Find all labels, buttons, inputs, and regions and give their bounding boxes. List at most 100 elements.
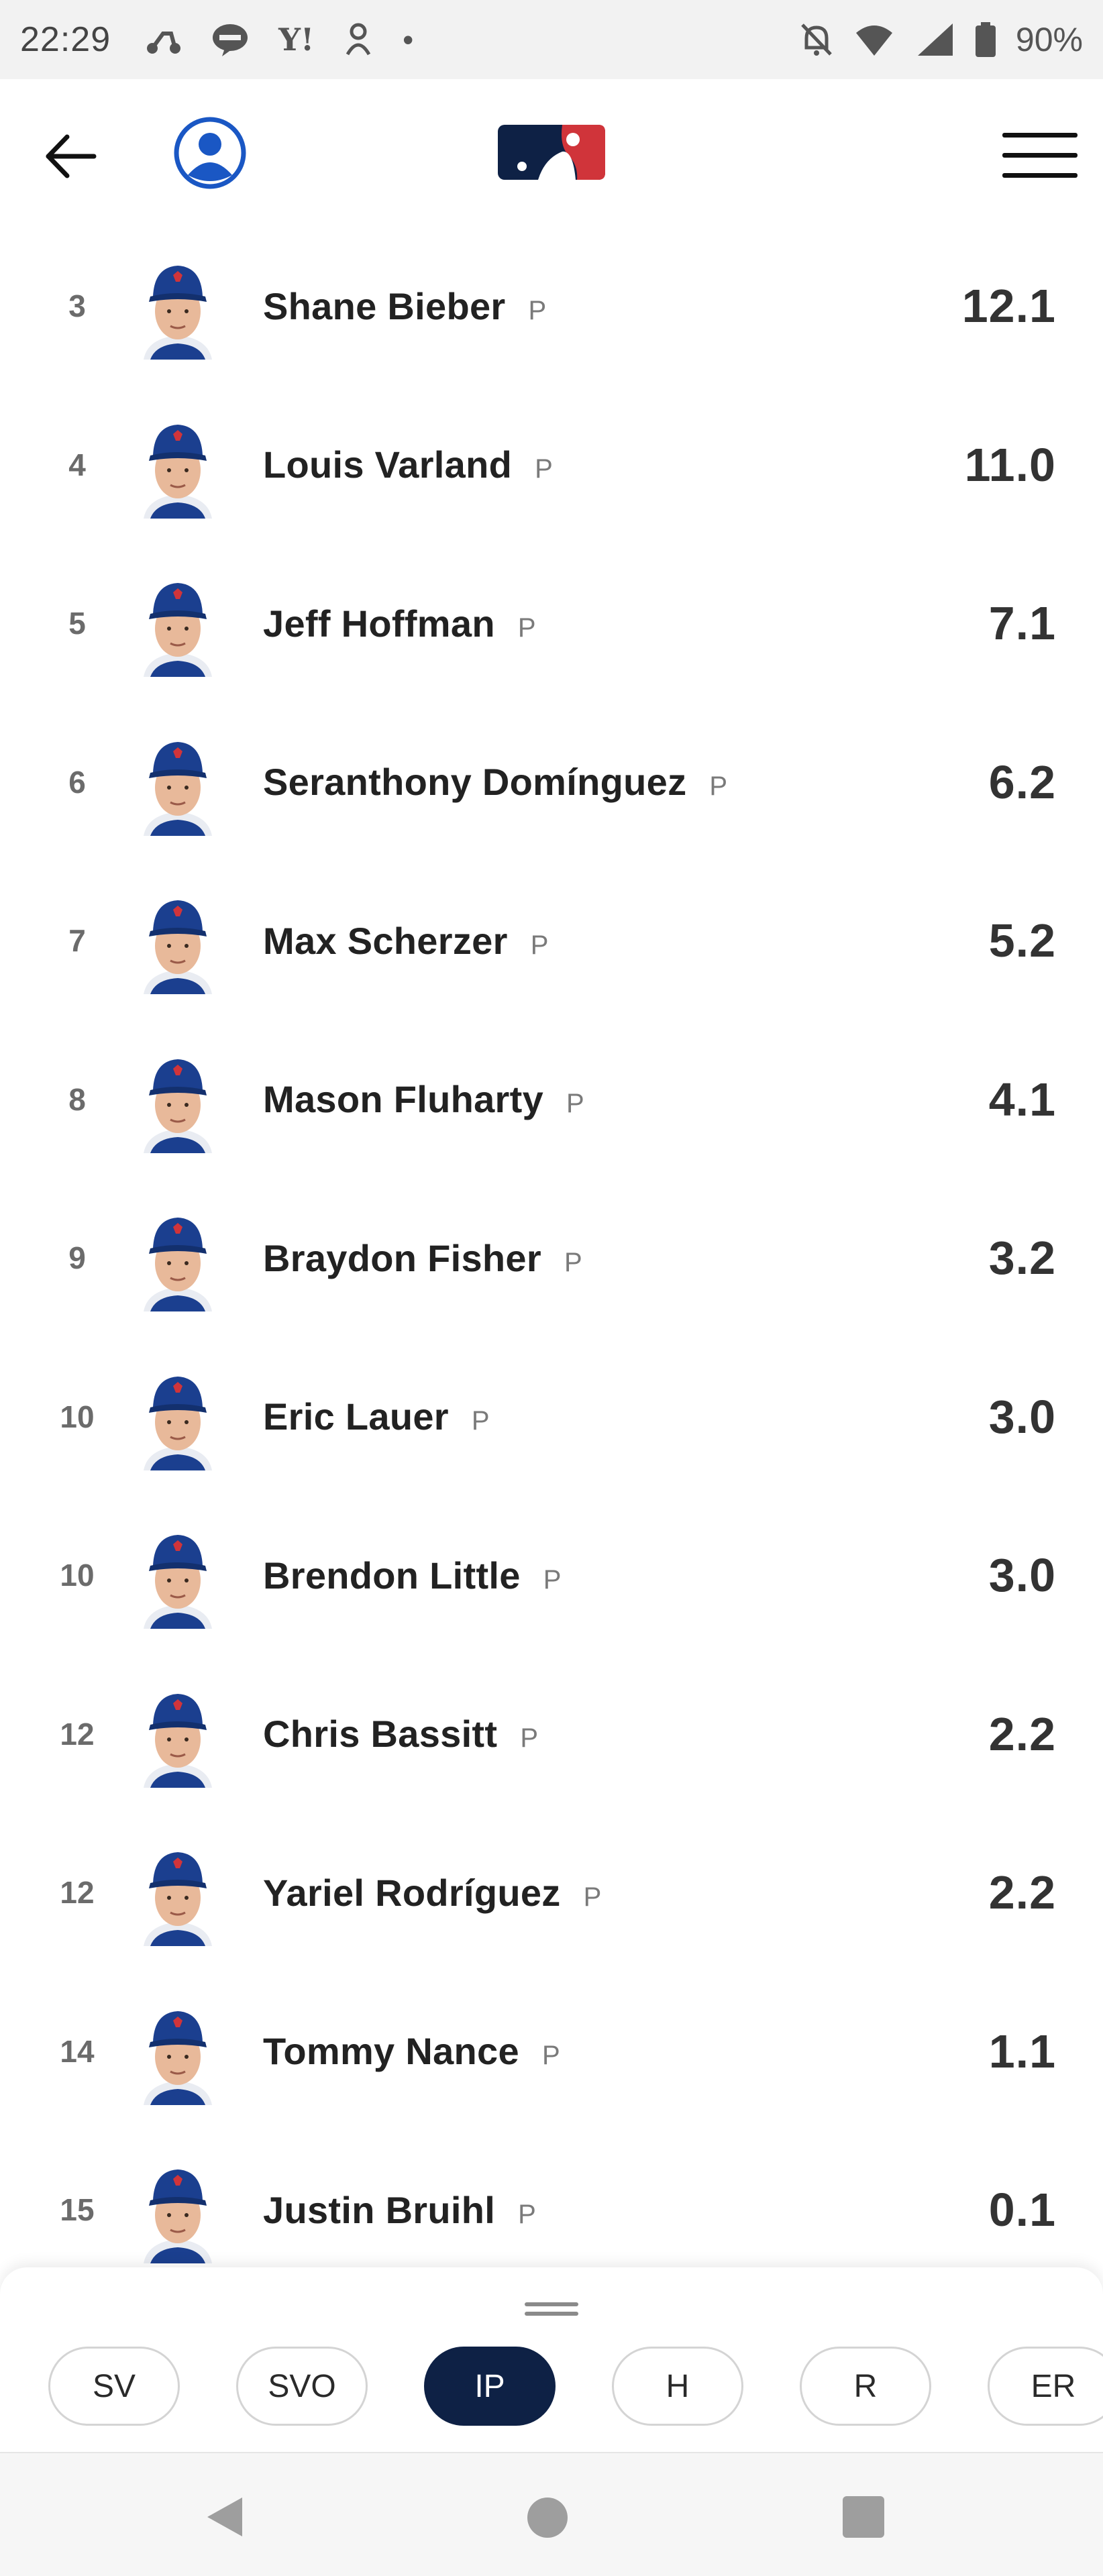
player-name-group: Jeff Hoffman P: [263, 602, 536, 645]
player-name[interactable]: Jeff Hoffman: [263, 602, 495, 645]
back-arrow-icon[interactable]: [40, 126, 101, 186]
player-row[interactable]: 7 Max Scherzer P 5.2: [0, 861, 1103, 1020]
player-name-group: Chris Bassitt P: [263, 1712, 538, 1756]
player-name[interactable]: Braydon Fisher: [263, 1236, 541, 1279]
player-position: P: [471, 1406, 490, 1436]
player-row[interactable]: 10 Eric Lauer P 3.0: [0, 1338, 1103, 1497]
dot-icon: •: [403, 22, 414, 57]
player-name[interactable]: Mason Fluharty: [263, 1078, 544, 1121]
system-icons: 90%: [800, 20, 1083, 59]
status-bar: 22:29 Y! •: [0, 0, 1103, 79]
player-stat-value: 3.0: [988, 1549, 1056, 1602]
player-name-group: Brendon Little P: [263, 1554, 561, 1597]
baby-icon: [346, 23, 371, 56]
player-name[interactable]: Tommy Nance: [263, 2030, 519, 2073]
player-position: P: [518, 2199, 536, 2229]
player-headshot-icon: [144, 900, 212, 995]
player-headshot-icon: [144, 1693, 212, 1788]
player-position: P: [543, 1564, 562, 1595]
player-name[interactable]: Eric Lauer: [263, 1395, 449, 1438]
nav-back-icon[interactable]: [205, 2495, 245, 2539]
player-name[interactable]: Seranthony Domínguez: [263, 761, 687, 804]
stat-tab-r[interactable]: R: [800, 2347, 931, 2426]
player-position: P: [564, 1247, 582, 1277]
player-headshot-icon: [144, 424, 212, 519]
player-stat-value: 0.1: [988, 2184, 1056, 2237]
player-rank: 15: [60, 2192, 95, 2228]
mlb-logo[interactable]: [498, 125, 605, 180]
stat-sheet: SV SVO IP H R ER: [0, 2267, 1103, 2452]
hamburger-menu-icon[interactable]: [1000, 126, 1080, 184]
stat-tab-h[interactable]: H: [612, 2347, 743, 2426]
player-position: P: [583, 1882, 602, 1912]
player-name[interactable]: Brendon Little: [263, 1554, 521, 1597]
player-name[interactable]: Yariel Rodríguez: [263, 1871, 561, 1914]
player-rank: 12: [60, 1875, 95, 1911]
nav-home-icon[interactable]: [527, 2498, 568, 2538]
player-row[interactable]: 4 Louis Varland P 11.0: [0, 386, 1103, 545]
player-row[interactable]: 15 Justin Bruihl P 0.1: [0, 2131, 1103, 2290]
player-row[interactable]: 5 Jeff Hoffman P 7.1: [0, 544, 1103, 703]
player-stat-value: 11.0: [964, 438, 1056, 491]
scooter-icon: [147, 32, 181, 54]
stat-tab-ip[interactable]: IP: [424, 2347, 556, 2426]
user-avatar-icon[interactable]: [173, 116, 247, 190]
player-headshot-icon: [144, 583, 212, 678]
player-row[interactable]: 12 Chris Bassitt P 2.2: [0, 1655, 1103, 1814]
battery-icon: [975, 22, 996, 57]
player-position: P: [528, 295, 547, 325]
player-name[interactable]: Justin Bruihl: [263, 2188, 496, 2231]
player-headshot-icon: [144, 1852, 212, 1947]
player-headshot-icon: [144, 1535, 212, 1629]
player-headshot-icon: [144, 1376, 212, 1470]
player-row[interactable]: 8 Mason Fluharty P 4.1: [0, 1020, 1103, 1179]
player-name-group: Yariel Rodríguez P: [263, 1871, 601, 1915]
player-position: P: [530, 930, 549, 960]
player-position: P: [541, 2041, 560, 2071]
player-name-group: Eric Lauer P: [263, 1395, 490, 1438]
player-stat-value: 2.2: [988, 1866, 1056, 1919]
yahoo-icon: Y!: [278, 21, 315, 58]
notification-icons: Y! •: [144, 21, 413, 58]
status-time: 22:29: [20, 20, 111, 59]
player-row[interactable]: 9 Braydon Fisher P 3.2: [0, 1179, 1103, 1338]
player-stat-value: 6.2: [988, 755, 1056, 808]
player-stat-value: 1.1: [988, 2025, 1056, 2078]
player-position: P: [709, 771, 728, 802]
player-row[interactable]: 10 Brendon Little P 3.0: [0, 1496, 1103, 1655]
player-name-group: Mason Fluharty P: [263, 1077, 584, 1121]
player-stat-value: 12.1: [961, 280, 1056, 333]
player-row[interactable]: 3 Shane Bieber P 12.1: [0, 227, 1103, 386]
player-headshot-icon: [144, 2169, 212, 2264]
player-stat-value: 2.2: [988, 1707, 1056, 1760]
player-name-group: Seranthony Domínguez P: [263, 760, 727, 804]
player-stat-value: 4.1: [988, 1073, 1056, 1126]
player-name[interactable]: Chris Bassitt: [263, 1713, 498, 1756]
player-name[interactable]: Max Scherzer: [263, 919, 508, 962]
player-name-group: Louis Varland P: [263, 443, 553, 486]
player-rank: 6: [68, 764, 86, 800]
stat-tab-svo[interactable]: SVO: [236, 2347, 368, 2426]
sheet-drag-handle[interactable]: [525, 2302, 578, 2318]
player-rank: 12: [60, 1716, 95, 1752]
player-row[interactable]: 6 Seranthony Domínguez P 6.2: [0, 703, 1103, 862]
player-rank: 3: [68, 288, 86, 324]
wifi-icon: [855, 25, 892, 56]
player-name-group: Justin Bruihl P: [263, 2188, 536, 2232]
player-headshot-icon: [144, 741, 212, 836]
player-name-group: Tommy Nance P: [263, 2029, 560, 2073]
nav-recents-icon[interactable]: [843, 2496, 884, 2538]
stat-tab-bar: SV SVO IP H R ER: [48, 2347, 1103, 2426]
player-name[interactable]: Shane Bieber: [263, 284, 506, 327]
player-name[interactable]: Louis Varland: [263, 443, 513, 486]
stat-tab-er[interactable]: ER: [988, 2347, 1103, 2426]
player-rank: 8: [68, 1081, 86, 1117]
player-stat-value: 3.0: [988, 1390, 1056, 1443]
stat-tab-sv[interactable]: SV: [48, 2347, 180, 2426]
player-headshot-icon: [144, 1059, 212, 1153]
player-rank: 10: [60, 1399, 95, 1434]
player-row[interactable]: 14 Tommy Nance P 1.1: [0, 1972, 1103, 2131]
player-rank: 9: [68, 1240, 86, 1276]
player-row[interactable]: 12 Yariel Rodríguez P 2.2: [0, 1813, 1103, 1972]
